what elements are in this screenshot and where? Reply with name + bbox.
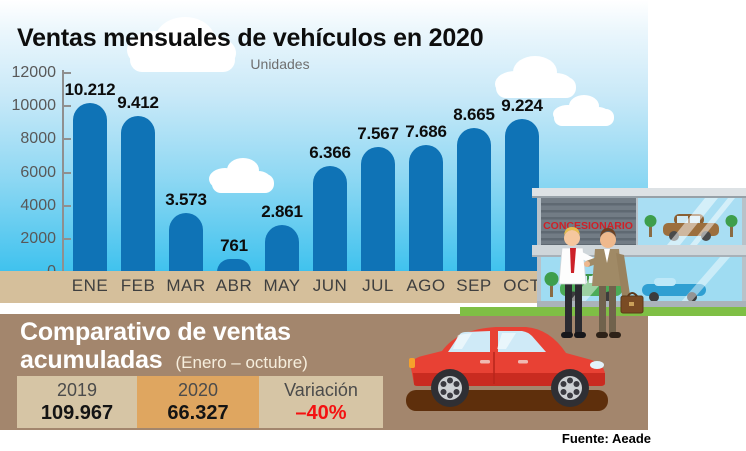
bar-AGO — [409, 145, 443, 272]
source-label: Fuente: Aeade — [561, 431, 651, 446]
comparison-panel: Comparativo de ventas acumuladas (Enero … — [0, 314, 648, 430]
bar-JUN — [313, 166, 347, 272]
bar-JUL — [361, 147, 395, 272]
y-tick-label-2000: 2000 — [20, 229, 56, 247]
y-axis-line — [62, 70, 64, 272]
x-label-SEP: SEP — [456, 276, 492, 295]
palm-plant-3 — [544, 272, 559, 286]
y-tick-label-4000: 4000 — [20, 196, 56, 214]
palm-plant — [644, 215, 657, 227]
bar-FEB — [121, 116, 155, 272]
y-tick-label-12000: 12000 — [11, 64, 57, 81]
red-tie — [570, 248, 576, 273]
y-tickmark-6000 — [62, 171, 71, 174]
y-tick-label-6000: 6000 — [20, 163, 56, 181]
blue-car-display — [642, 278, 706, 302]
cloud-1 — [127, 17, 236, 72]
bar-value-ENE: 10.212 — [64, 80, 116, 99]
y-tickmark-12000 — [62, 72, 71, 74]
comparison-header: 2020 — [177, 380, 219, 400]
bar-value-FEB: 9.412 — [117, 93, 159, 112]
bar-value-JUL: 7.567 — [357, 124, 399, 143]
clouds-decoration — [0, 0, 648, 272]
comparison-header: Variación — [284, 380, 358, 400]
bar-value-JUN: 6.366 — [309, 143, 351, 162]
window-glare-2 — [497, 333, 516, 349]
palm-plant-2 — [725, 215, 738, 227]
x-label-JUL: JUL — [362, 276, 394, 295]
x-label-JUN: JUN — [312, 276, 348, 295]
x-label-OCT: OCT — [503, 276, 541, 295]
door-handle — [480, 360, 490, 364]
rear-wheel — [431, 369, 469, 407]
comparison-col-2020: 2020 66.327 — [137, 376, 259, 428]
glass-glare-2 — [690, 198, 735, 245]
bar-value-SEP: 8.665 — [453, 105, 495, 124]
x-label-FEB: FEB — [120, 276, 156, 295]
x-label-ENE: ENE — [71, 276, 109, 295]
y-tickmark-8000 — [62, 138, 71, 141]
buyer-figure — [584, 228, 644, 338]
glass-glare — [667, 198, 718, 245]
bar-value-AGO: 7.686 — [405, 122, 447, 141]
y-tick-label-10000: 10000 — [11, 97, 57, 115]
bar-SEP — [457, 128, 491, 272]
y-tickmark-10000 — [62, 105, 71, 108]
comparison-title-line1: Comparativo de ventas — [20, 318, 291, 346]
bar-value-MAR: 3.573 — [165, 190, 207, 209]
salesman-figure — [558, 227, 599, 338]
comparison-value: 109.967 — [40, 402, 114, 424]
bar-ABR — [217, 259, 251, 272]
briefcase — [620, 292, 644, 314]
x-label-MAR: MAR — [166, 276, 206, 295]
red-car-illustration — [406, 327, 608, 411]
comparison-title-line2: acumuladas — [20, 346, 163, 374]
glass-glare-4 — [680, 257, 730, 303]
comparison-subtitle: (Enero – octubre) — [175, 353, 308, 372]
bar-value-MAY: 2.861 — [261, 202, 303, 221]
headlight — [590, 361, 604, 369]
dealership-sign-text: CONCESIONARIO — [543, 220, 633, 232]
comparison-value: –40% — [295, 402, 347, 424]
bar-value-ABR: 761 — [220, 236, 248, 255]
bar-MAY — [265, 225, 299, 272]
page-title: Ventas mensuales de vehículos en 2020 — [17, 24, 484, 52]
cloud-4 — [553, 95, 614, 126]
bar-value-OCT: 9.224 — [501, 96, 543, 115]
cloud-3 — [495, 56, 576, 98]
comparison-value: 66.327 — [167, 402, 229, 424]
taillight — [409, 358, 415, 368]
x-label-ABR: ABR — [215, 276, 253, 295]
cloud-2 — [209, 158, 274, 193]
y-tick-label-8000: 8000 — [20, 130, 56, 148]
dealership-building: CONCESIONARIO — [532, 188, 746, 307]
y-tickmark-4000 — [62, 204, 71, 207]
bar-MAR — [169, 213, 203, 272]
comparison-header: 2019 — [56, 380, 98, 400]
window-glare — [453, 333, 472, 349]
bar-ENE — [73, 103, 107, 272]
front-wheel — [551, 369, 589, 407]
x-label-MAY: MAY — [263, 276, 301, 295]
comparison-title: Comparativo de ventas acumuladas (Enero … — [20, 318, 308, 377]
chart-sky-background: Ventas mensuales de vehículos en 2020 Un… — [0, 0, 648, 280]
dealership-illustration: CONCESIONARIO — [460, 188, 746, 338]
door-handle-2 — [518, 360, 528, 364]
comparison-table: 2019 109.967 2020 66.327 Variación –40% — [17, 376, 383, 428]
y-tickmark-2000 — [62, 237, 71, 240]
units-label: Unidades — [250, 56, 310, 72]
x-label-AGO: AGO — [406, 276, 446, 295]
comparison-col-2019: 2019 109.967 — [17, 376, 137, 428]
comparison-col-Variación: Variación –40% — [259, 376, 383, 428]
